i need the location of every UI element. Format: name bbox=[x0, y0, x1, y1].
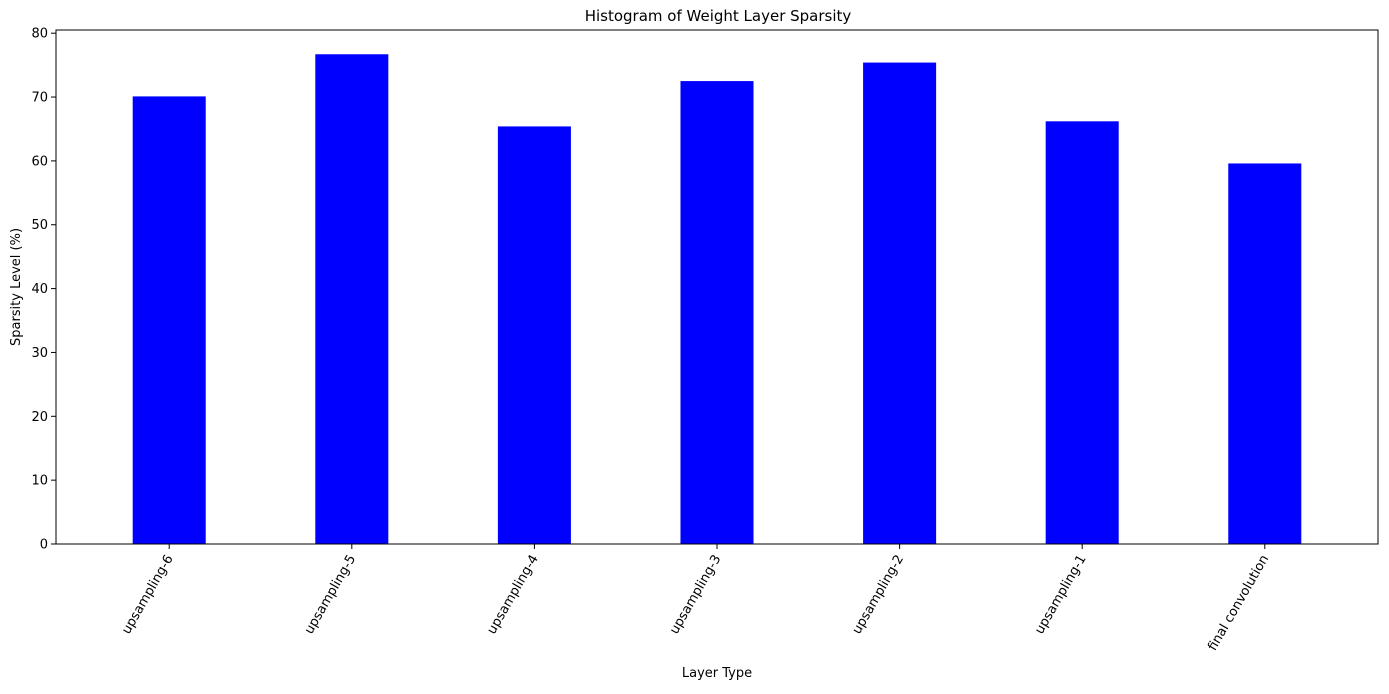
y-axis: 0 10 20 30 40 50 60 70 80 bbox=[31, 27, 56, 553]
y-axis-label: Sparsity Level (%) bbox=[9, 228, 24, 346]
plot-frame bbox=[55, 29, 1379, 545]
y-tick-label: 40 bbox=[31, 282, 48, 297]
x-tick-label: final convolution bbox=[1205, 553, 1272, 654]
bars-group bbox=[132, 54, 1302, 545]
x-tick-label: upsampling-1 bbox=[1032, 553, 1089, 637]
chart-title: Histogram of Weight Layer Sparsity bbox=[585, 7, 852, 25]
bar-upsampling-6 bbox=[132, 96, 206, 544]
y-tick-label: 60 bbox=[31, 154, 48, 169]
x-tick-label: upsampling-3 bbox=[667, 553, 724, 637]
y-tick-label: 20 bbox=[31, 410, 48, 425]
x-tick-label: upsampling-2 bbox=[850, 553, 907, 637]
bar-upsampling-1 bbox=[1045, 121, 1119, 545]
y-tick-label: 0 bbox=[40, 538, 48, 553]
bar-upsampling-5 bbox=[315, 54, 389, 544]
x-axis-label: Layer Type bbox=[682, 666, 752, 681]
bar-upsampling-2 bbox=[863, 62, 937, 545]
x-tick-label: upsampling-5 bbox=[302, 553, 359, 637]
bar-upsampling-4 bbox=[497, 126, 571, 544]
bar-final-convolution bbox=[1228, 163, 1302, 545]
bar-upsampling-3 bbox=[680, 81, 754, 544]
y-tick-label: 70 bbox=[31, 91, 48, 106]
y-tick-label: 50 bbox=[31, 218, 48, 233]
y-tick-label: 80 bbox=[31, 27, 48, 42]
x-tick-label: upsampling-4 bbox=[484, 553, 541, 637]
x-axis: upsampling-6 upsampling-5 upsampling-4 upsa… bbox=[119, 544, 1272, 653]
y-tick-label: 30 bbox=[31, 346, 48, 361]
y-tick-label: 10 bbox=[31, 474, 48, 489]
x-tick-label: upsampling-6 bbox=[119, 553, 176, 637]
